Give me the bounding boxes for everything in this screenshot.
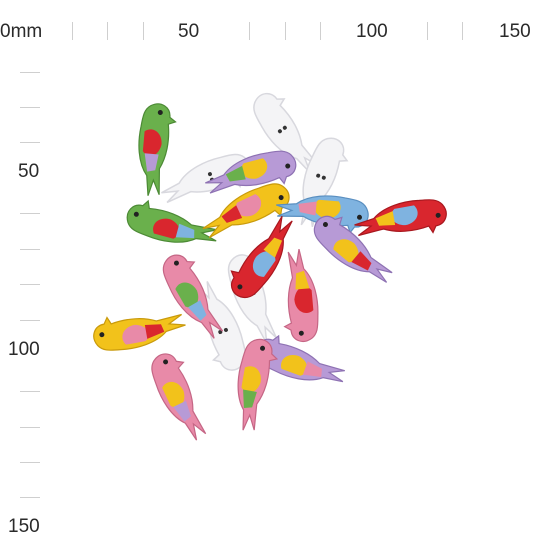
parrot-button: [122, 196, 223, 255]
parrot-button: [133, 101, 178, 199]
parrot-button: [245, 84, 329, 182]
ruler-tick: [20, 320, 40, 321]
ruler-tick: [462, 22, 463, 40]
ruler-tick: [427, 22, 428, 40]
ruler-tick: [20, 107, 40, 108]
parrot-button: [155, 247, 233, 346]
parrot-button: [144, 346, 217, 447]
ruler-tick: [72, 22, 73, 40]
ruler-tick: [107, 22, 108, 40]
ruler-tick: [249, 22, 250, 40]
ruler-tick: [20, 391, 40, 392]
ruler-tick: [320, 22, 321, 40]
parrot-button: [90, 303, 189, 356]
parrot-button: [201, 145, 301, 204]
parrot-button: [277, 247, 322, 344]
ruler-top-label-150: 150: [499, 21, 531, 42]
ruler-top-label-100: 100: [356, 21, 388, 42]
top-ruler: 0mm 50 100 150: [0, 0, 533, 44]
ruler-left-label-100: 100: [8, 339, 40, 360]
ruler-tick: [20, 142, 40, 143]
ruler-top-label-50: 50: [178, 21, 200, 42]
ruler-left-label-50: 50: [18, 161, 40, 182]
ruler-tick: [143, 22, 144, 40]
ruler-tick: [285, 22, 286, 40]
parrot-button: [273, 190, 371, 235]
ruler-tick: [20, 284, 40, 285]
ruler-tick: [20, 213, 40, 214]
ruler-tick: [20, 72, 40, 73]
parrot-button: [287, 132, 354, 233]
parrot-button: [351, 194, 450, 247]
ruler-tick: [20, 462, 40, 463]
parrot-button: [306, 206, 401, 294]
ruler-tick: [20, 497, 40, 498]
ruler-origin-label: 0mm: [0, 21, 43, 42]
parrot-button: [228, 336, 281, 435]
left-ruler: 50 100 150: [0, 0, 44, 537]
ruler-tick: [20, 427, 40, 428]
parrot-button: [186, 275, 253, 377]
parrot-button: [221, 208, 305, 306]
ruler-tick: [20, 249, 40, 250]
ruler-left-label-150: 150: [8, 516, 40, 537]
parrot-button: [196, 176, 297, 249]
